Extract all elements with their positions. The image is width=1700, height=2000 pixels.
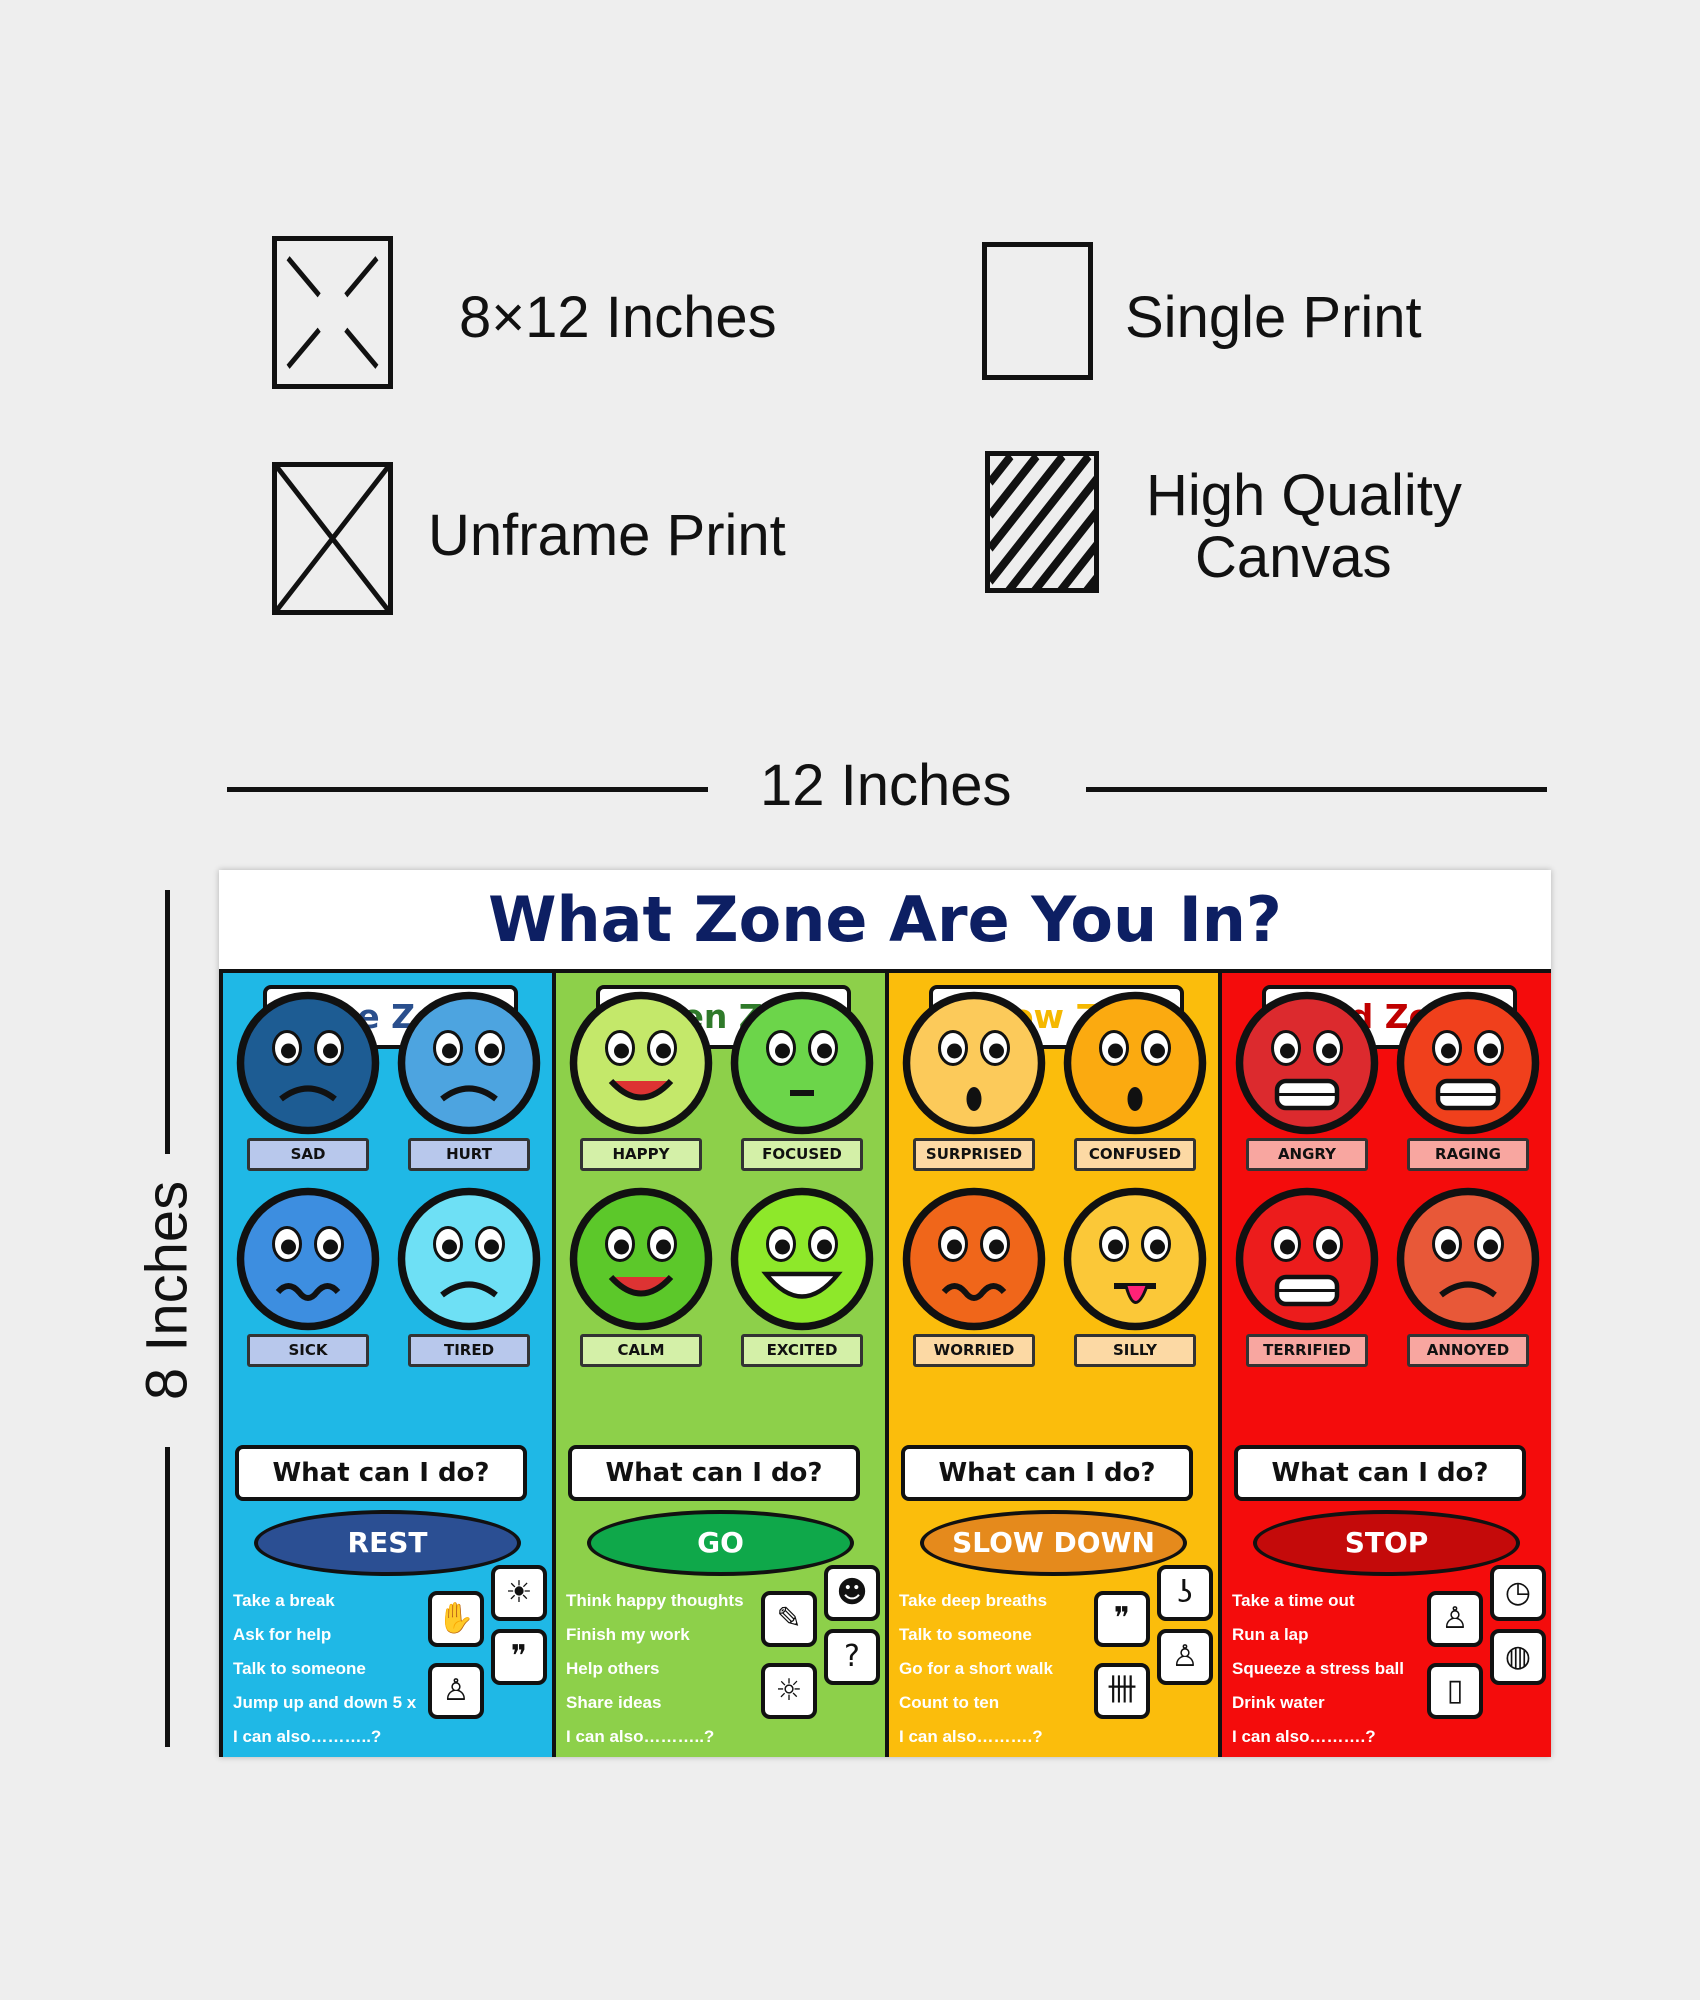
nose-icon: ʖ (1157, 1565, 1213, 1621)
work-edit-icon: ✎ (761, 1591, 817, 1647)
emotion-label: SILLY (1074, 1334, 1196, 1367)
action-item: Count to ten (899, 1693, 1000, 1712)
width-line-left (227, 787, 708, 792)
canvas-label-line2: Canvas (1195, 525, 1392, 590)
action-item: Think happy thoughts (566, 1591, 744, 1610)
hammock-icon: ☀ (491, 1565, 547, 1621)
face-focused-icon (727, 988, 877, 1138)
emotion-label: RAGING (1407, 1138, 1529, 1171)
action-oval: SLOW DOWN (920, 1510, 1187, 1576)
action-item: Go for a short walk (899, 1659, 1053, 1678)
lightbulb-icon: ☼ (761, 1663, 817, 1719)
zone-column-yellow: Yellow Zone SURPRISED CONFUSED WORRIED S… (885, 969, 1218, 1757)
unframe-label: Unframe Print (428, 503, 786, 568)
canvas-icon (985, 451, 1099, 593)
raised-hand-icon: ✋ (428, 1591, 484, 1647)
face-sick-icon (233, 1184, 383, 1334)
face-hurt-icon (394, 988, 544, 1138)
action-item: Ask for help (233, 1625, 332, 1644)
action-item: Talk to someone (899, 1625, 1032, 1644)
jump-rope-icon: ♙ (428, 1663, 484, 1719)
face-calm-icon (566, 1184, 716, 1334)
face-raging-icon (1393, 988, 1543, 1138)
action-item: I can also……….? (1232, 1727, 1376, 1746)
width-label: 12 Inches (760, 753, 1012, 818)
action-item: Run a lap (1232, 1625, 1309, 1644)
emotion-label: FOCUSED (741, 1138, 863, 1171)
emotion-label: TERRIFIED (1246, 1334, 1368, 1367)
emotion-label: SAD (247, 1138, 369, 1171)
action-item: Squeeze a stress ball (1232, 1659, 1404, 1678)
canvas-label-line1: High Quality (1146, 463, 1462, 528)
face-angry-icon (1232, 988, 1382, 1138)
action-item: Take deep breaths (899, 1591, 1048, 1610)
action-item: Take a time out (1232, 1591, 1355, 1610)
people-question-icon: ? (824, 1629, 880, 1685)
wink-face-icon: ☻ (824, 1565, 880, 1621)
emotion-label: ANGRY (1246, 1138, 1368, 1171)
action-item: Share ideas (566, 1693, 662, 1712)
what-can-i-do-box: What can I do? (1234, 1445, 1526, 1501)
face-annoyed-icon (1393, 1184, 1543, 1334)
action-item: I can also………..? (566, 1727, 715, 1746)
action-item: Jump up and down 5 x (233, 1693, 417, 1712)
height-label: 8 Inches (134, 1180, 200, 1401)
action-oval: REST (254, 1510, 521, 1576)
volleyball-icon: ◍ (1490, 1629, 1546, 1685)
single-print-label: Single Print (1125, 285, 1422, 350)
speech-bubbles-icon: ❞ (491, 1629, 547, 1685)
face-terrified-icon (1232, 1184, 1382, 1334)
face-happy-icon (566, 988, 716, 1138)
width-line-right (1086, 787, 1547, 792)
height-line-bottom (165, 1447, 170, 1747)
action-item: I can also………..? (233, 1727, 382, 1746)
face-confused-icon (1060, 988, 1210, 1138)
emotion-label: WORRIED (913, 1334, 1035, 1367)
zone-column-blue: Blue Zone SAD HURT SICK TIRED What can I … (219, 969, 552, 1757)
size-icon (272, 236, 393, 389)
face-silly-icon (1060, 1184, 1210, 1334)
face-surprised-icon (899, 988, 1049, 1138)
action-oval: STOP (1253, 1510, 1520, 1576)
emotion-label: SURPRISED (913, 1138, 1035, 1171)
speech-bubbles-icon: ❞ (1094, 1591, 1150, 1647)
emotion-label: CALM (580, 1334, 702, 1367)
height-line-top (165, 890, 170, 1154)
what-can-i-do-box: What can I do? (568, 1445, 860, 1501)
action-item: Take a break (233, 1591, 335, 1610)
face-sad-icon (233, 988, 383, 1138)
emotion-label: HURT (408, 1138, 530, 1171)
action-oval: GO (587, 1510, 854, 1576)
emotion-label: EXCITED (741, 1334, 863, 1367)
face-tired-icon (394, 1184, 544, 1334)
single-print-icon (982, 242, 1093, 380)
action-item: Finish my work (566, 1625, 690, 1644)
zone-column-green: Green Zone HAPPY FOCUSED CALM EXCITED Wha… (552, 969, 885, 1757)
tally-marks-icon: 卌 (1094, 1663, 1150, 1719)
action-item: Help others (566, 1659, 660, 1678)
water-bottle-icon: ▯ (1427, 1663, 1483, 1719)
emotion-label: CONFUSED (1074, 1138, 1196, 1171)
emotion-label: TIRED (408, 1334, 530, 1367)
action-item: Drink water (1232, 1693, 1325, 1712)
emotion-label: SICK (247, 1334, 369, 1367)
walking-person-icon: ♙ (1157, 1629, 1213, 1685)
size-label: 8×12 Inches (459, 285, 777, 350)
unframe-icon (272, 462, 393, 615)
emotion-label: HAPPY (580, 1138, 702, 1171)
what-can-i-do-box: What can I do? (235, 1445, 527, 1501)
action-item: Talk to someone (233, 1659, 366, 1678)
zone-column-red: Red Zone ANGRY RAGING TERRIFIED ANNOYED W… (1218, 969, 1551, 1757)
emotion-label: ANNOYED (1407, 1334, 1529, 1367)
poster-title: What Zone Are You In? (488, 883, 1282, 956)
action-item: I can also……….? (899, 1727, 1043, 1746)
zones-poster: What Zone Are You In? Blue Zone SAD HURT… (219, 870, 1551, 1757)
face-excited-icon (727, 1184, 877, 1334)
face-worried-icon (899, 1184, 1049, 1334)
what-can-i-do-box: What can I do? (901, 1445, 1193, 1501)
stopwatch-icon: ◷ (1490, 1565, 1546, 1621)
running-person-icon: ♙ (1427, 1591, 1483, 1647)
